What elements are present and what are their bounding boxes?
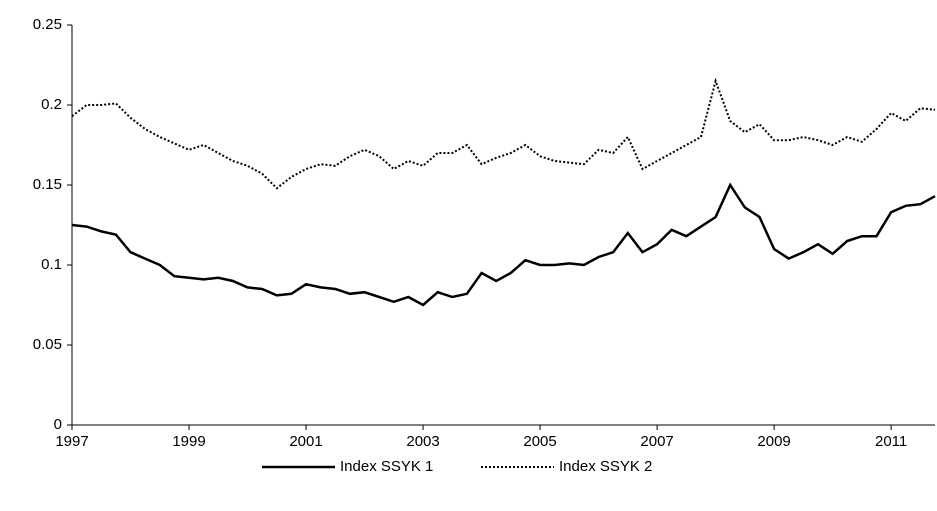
x-tick-label: 2003 (406, 433, 439, 450)
series-line (71, 77, 936, 190)
x-tick-label: 2007 (640, 433, 673, 450)
legend-label: Index SSYK 2 (559, 458, 652, 475)
y-tick-label: 0.1 (41, 256, 62, 273)
y-tick-label: 0.15 (33, 176, 62, 193)
x-tick-label: 2005 (523, 433, 556, 450)
x-tick-label: 1999 (172, 433, 205, 450)
y-tick-label: 0.2 (41, 96, 62, 113)
y-tick-label: 0 (54, 416, 62, 433)
x-tick-label: 2011 (875, 433, 907, 450)
x-tick-label: 2001 (289, 433, 322, 450)
series-line (71, 182, 936, 307)
legend-label: Index SSYK 1 (340, 458, 433, 475)
y-tick-label: 0.05 (33, 336, 62, 353)
x-tick-label: 1997 (55, 433, 88, 450)
x-tick-label: 2009 (757, 433, 790, 450)
y-tick-label: 0.25 (33, 16, 62, 33)
